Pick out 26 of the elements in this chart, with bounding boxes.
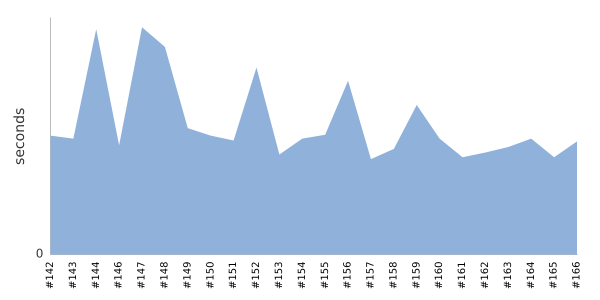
y-axis-title: seconds: [12, 108, 28, 165]
x-tick-label: #157: [366, 262, 377, 290]
x-tick-label: #149: [182, 262, 194, 290]
x-tick-label: #155: [320, 262, 331, 290]
x-tick-label: #150: [205, 262, 216, 290]
x-tick-label: #163: [502, 262, 514, 290]
x-tick-label: #154: [296, 262, 308, 290]
x-tick-label: #164: [526, 262, 537, 290]
x-tick-label: #165: [548, 262, 560, 290]
x-tick-label: #153: [274, 262, 285, 290]
x-tick-label: #143: [68, 262, 79, 290]
x-tick-label: #159: [411, 262, 422, 290]
x-tick-label: #142: [45, 262, 56, 290]
x-tick-label: #158: [388, 262, 400, 290]
x-tick-label: #147: [136, 262, 148, 290]
text: 0: [36, 246, 44, 261]
x-tick-label: #152: [251, 262, 262, 290]
x-tick-label: #166: [572, 262, 583, 290]
x-tick-label: #148: [160, 262, 170, 290]
x-tick-label: #161: [457, 262, 468, 290]
x-tick-label: #156: [342, 262, 354, 290]
x-tick-label: #146: [114, 262, 125, 290]
x-tick-label: #160: [434, 262, 446, 290]
x-tick-label: #162: [480, 262, 492, 290]
x-tick-label: #151: [228, 262, 240, 290]
x-tick-label: #144: [90, 262, 102, 290]
